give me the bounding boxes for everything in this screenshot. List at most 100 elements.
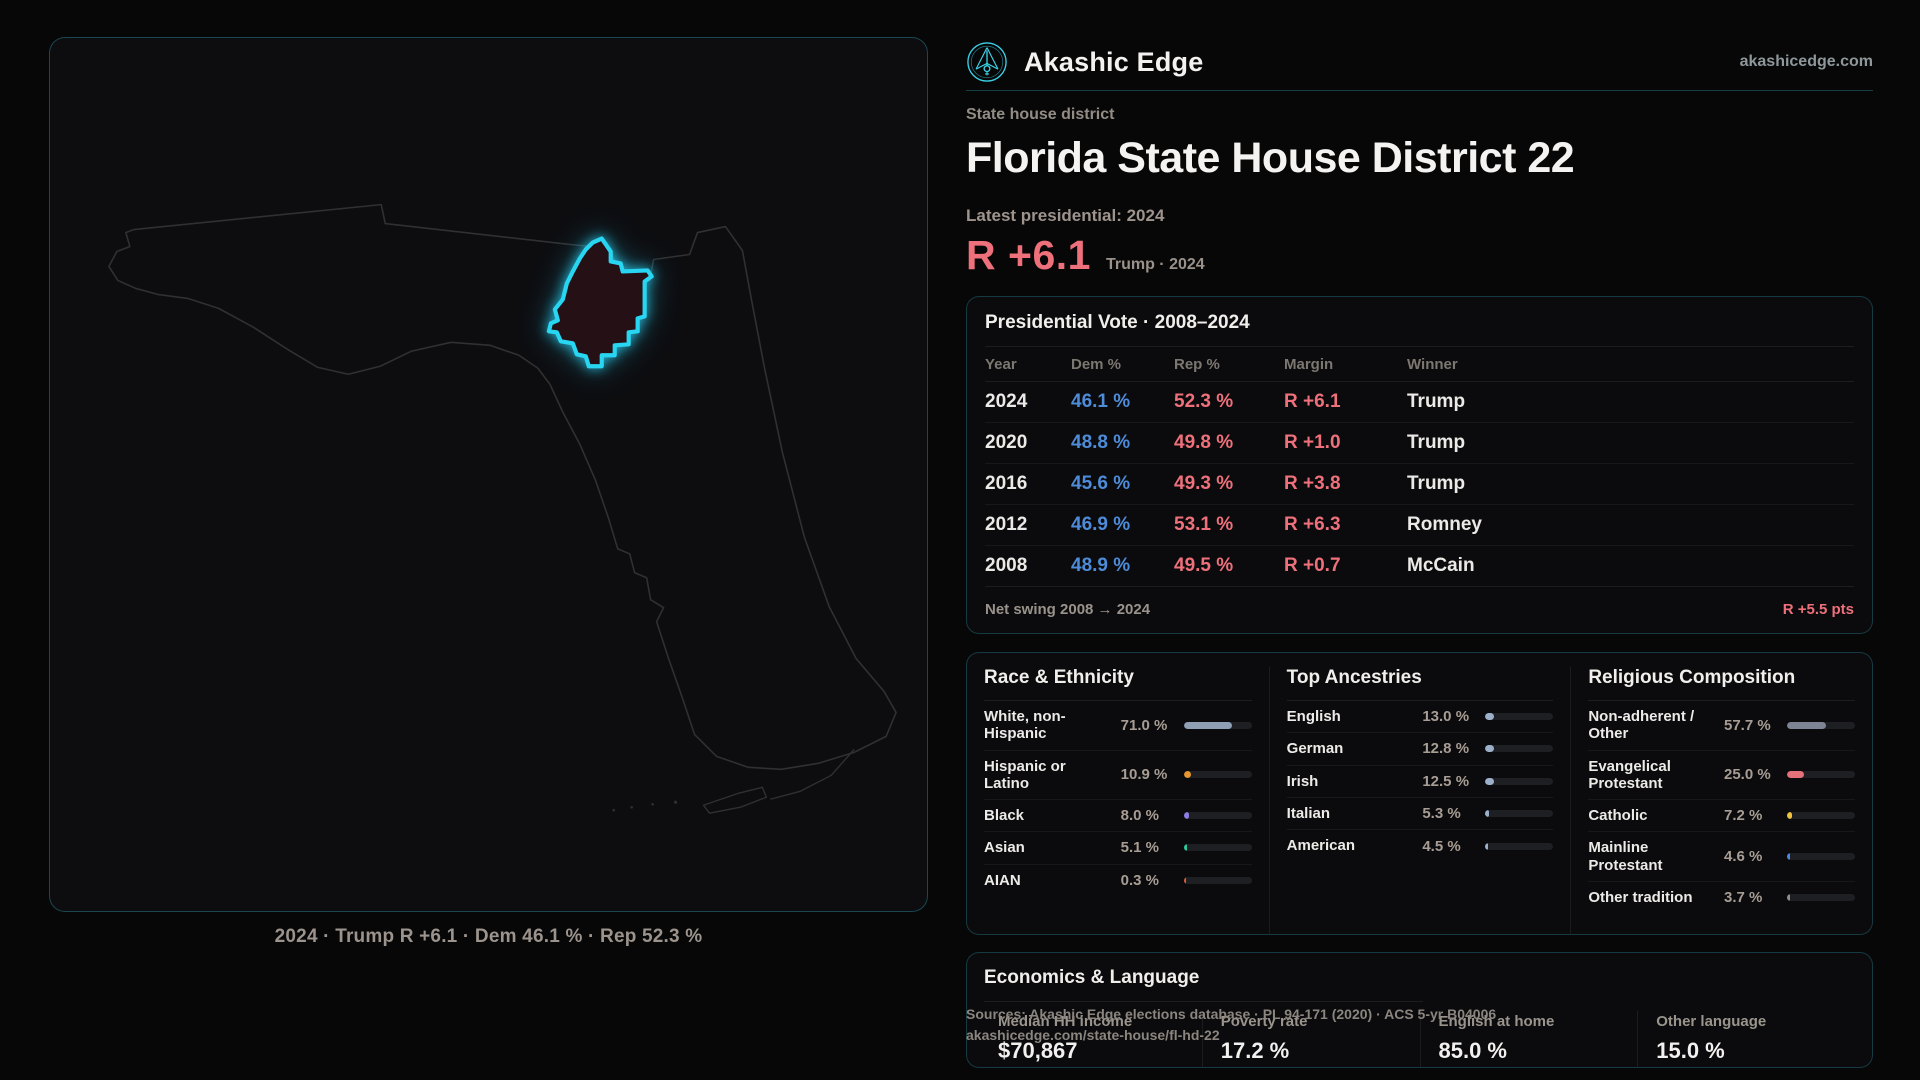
presidential-table-body: 2024 46.1 % 52.3 % R +6.1 Trump 2020 48.8 % 49.…: [985, 382, 1854, 587]
demo-bar-track: [1183, 844, 1252, 852]
demo-value: 7.2 %: [1723, 807, 1763, 825]
pres-cell-dem: 46.9 %: [1071, 514, 1131, 535]
header-divider: [966, 90, 1873, 91]
demo-label: Asian: [984, 839, 1025, 857]
keys-islet: [630, 805, 633, 809]
pres-cell-winner: McCain: [1407, 555, 1475, 576]
margin-value: R +6.1: [966, 232, 1091, 278]
pres-cell-rep: 49.8 %: [1174, 432, 1234, 453]
pres-table-row: 2016 45.6 % 49.3 % R +3.8 Trump: [985, 464, 1854, 505]
demo-label: English: [1286, 708, 1341, 725]
demo-bar-fill: [1183, 721, 1232, 729]
akashic-edge-logo-icon: [967, 42, 1007, 82]
demo-row: Hispanic or Latino 10.9 %: [984, 751, 1252, 800]
econ-stat-label: Other language: [1656, 1013, 1767, 1030]
page-kicker: State house district: [966, 106, 1115, 123]
pres-column-header: Winner: [1407, 355, 1458, 373]
net-swing-row: Net swing 2008 → 2024 R +5.5 pts: [985, 587, 1854, 632]
demo-bar-track: [1485, 809, 1554, 817]
demo-bar-fill: [1485, 777, 1494, 785]
demo-bar-track: [1183, 812, 1252, 820]
demo-label: American: [1286, 837, 1356, 855]
site-header: Akashic Edge akashicedge.com: [966, 36, 1873, 88]
demo-value: 12.5 %: [1422, 772, 1470, 790]
religious-composition-panel: Religious Composition Non-adherent / Oth…: [1570, 667, 1872, 934]
economics-card-title: Economics & Language: [984, 967, 1200, 988]
demo-bar-fill: [1786, 721, 1827, 729]
pres-column-header: Year: [985, 355, 1017, 373]
demo-label: Other tradition: [1588, 889, 1693, 907]
sources-line: Sources: Akashic Edge elections database…: [966, 1006, 1497, 1022]
pres-column-header: Margin: [1284, 355, 1334, 373]
pres-cell-margin: R +6.3: [1284, 514, 1341, 535]
pres-cell-margin: R +0.7: [1284, 555, 1341, 576]
demo-label: Non-adherent / Other: [1588, 708, 1695, 743]
demo-bar-fill: [1485, 809, 1489, 817]
top-ancestries-title: Top Ancestries: [1286, 667, 1554, 701]
demo-value: 0.3 %: [1120, 872, 1160, 889]
demo-label: German: [1286, 740, 1344, 758]
race-ethnicity-title: Race & Ethnicity: [984, 667, 1252, 701]
pres-cell-winner: Trump: [1407, 473, 1466, 494]
pres-cell-dem: 48.9 %: [1071, 555, 1131, 576]
keys-islet: [612, 808, 616, 812]
pres-cell-rep: 49.5 %: [1174, 555, 1234, 576]
demo-bar-fill: [1786, 894, 1790, 902]
pres-column-header: Rep %: [1174, 355, 1220, 373]
district-map-card: [49, 37, 928, 912]
pres-table-row: 2020 48.8 % 49.8 % R +1.0 Trump: [985, 423, 1854, 464]
demo-label: Evangelical Protestant: [1588, 757, 1671, 792]
demo-row: Evangelical Protestant 25.0 %: [1588, 751, 1855, 800]
content-column: Akashic Edge akashicedge.com State house…: [966, 0, 1873, 1080]
demo-label: Mainline Protestant: [1588, 839, 1663, 874]
demo-row: American 4.5 %: [1287, 830, 1554, 862]
demo-row: Mainline Protestant 4.6 %: [1588, 832, 1855, 882]
florida-outline: [108, 203, 897, 771]
permalink-url[interactable]: akashicedge.com/state-house/fl-hd-22: [966, 1027, 1220, 1043]
pres-cell-margin: R +6.1: [1284, 391, 1341, 412]
race-ethnicity-rows: White, non-Hispanic 71.0 % Hispanic or Lat…: [984, 701, 1252, 897]
latest-presidential-label: Latest presidential: 2024: [966, 206, 1165, 225]
demo-bar-track: [1485, 777, 1554, 785]
demo-value: 57.7 %: [1723, 716, 1771, 734]
demo-value: 5.3 %: [1422, 804, 1461, 822]
sources-footer: Sources: Akashic Edge elections database…: [966, 1004, 1496, 1046]
pres-cell-margin: R +3.8: [1284, 473, 1341, 494]
demo-row: German 12.8 %: [1286, 733, 1554, 766]
top-ancestries-panel: Top Ancestries English 13.0 % German 12.8 %…: [1268, 667, 1571, 934]
demographics-card: Race & Ethnicity White, non-Hispanic 71.0…: [966, 652, 1873, 935]
economics-title-rule: [984, 1001, 1423, 1002]
demo-label: Black: [984, 807, 1025, 824]
site-domain-link[interactable]: akashicedge.com: [1739, 53, 1873, 70]
demo-value: 8.0 %: [1120, 807, 1160, 825]
headline-margin: R +6.1 Trump · 2024: [966, 232, 1205, 279]
demo-value: 4.5 %: [1422, 837, 1461, 855]
demo-row: Black 8.0 %: [984, 800, 1252, 833]
page-title: Florida State House District 22: [966, 134, 1575, 182]
demo-value: 12.8 %: [1422, 740, 1470, 758]
econ-stat: English at home 85.0 %: [1419, 1011, 1638, 1067]
pres-cell-winner: Romney: [1407, 514, 1482, 535]
demo-bar-fill: [1183, 771, 1192, 779]
demo-bar-track: [1786, 771, 1855, 779]
demo-bar-track: [1183, 721, 1252, 729]
pres-cell-rep: 49.3 %: [1174, 473, 1234, 494]
florida-map: [108, 203, 897, 814]
pres-cell-year: 2024: [985, 391, 1028, 412]
pres-table-row: 2008 48.9 % 49.5 % R +0.7 McCain: [985, 546, 1854, 587]
demo-value: 10.9 %: [1120, 766, 1168, 784]
demo-bar-track: [1485, 713, 1554, 721]
pres-cell-dem: 45.6 %: [1071, 473, 1131, 494]
demo-bar-fill: [1485, 842, 1489, 850]
demo-row: White, non-Hispanic 71.0 %: [984, 701, 1252, 751]
demo-bar-fill: [1183, 877, 1187, 884]
demo-bar-track: [1183, 877, 1252, 884]
pres-table-row: 2012 46.9 % 53.1 % R +6.3 Romney: [985, 505, 1854, 546]
demo-row: Irish 12.5 %: [1286, 766, 1554, 798]
demo-value: 3.7 %: [1723, 889, 1763, 907]
demo-bar-fill: [1183, 844, 1188, 852]
demo-label: Irish: [1286, 772, 1319, 790]
pres-cell-margin: R +1.0: [1284, 432, 1341, 453]
demo-label: AIAN: [984, 871, 1021, 889]
